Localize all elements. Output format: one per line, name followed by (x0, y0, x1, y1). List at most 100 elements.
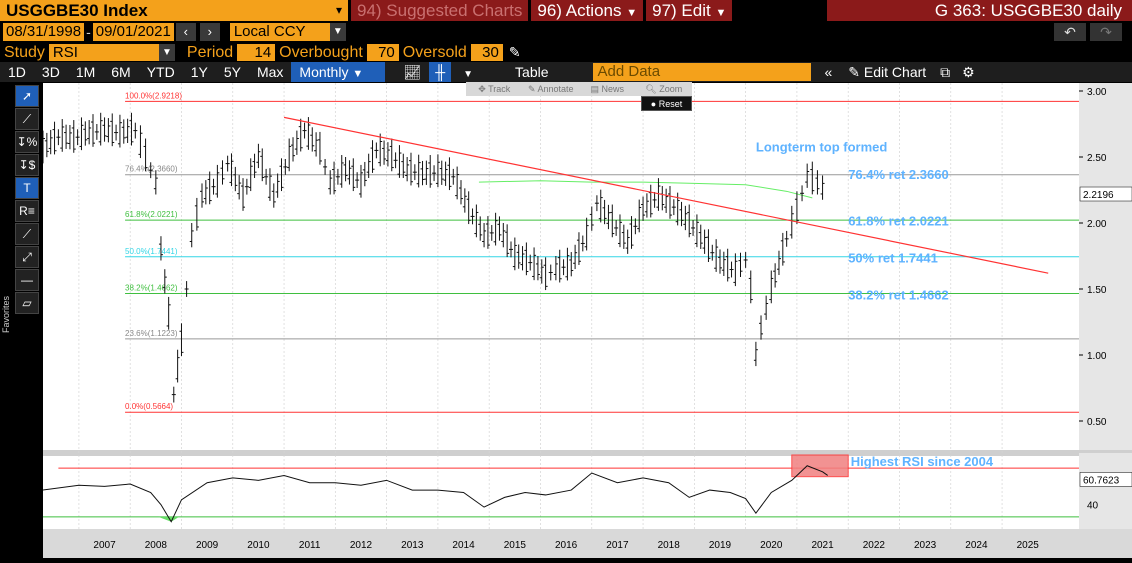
percent-tool[interactable]: ↧% (15, 131, 39, 153)
prev-period-button[interactable]: ‹ (175, 23, 196, 41)
oversold-label: Oversold (402, 44, 467, 61)
cursor-icon: ➚ (21, 89, 33, 103)
currency-select[interactable]: Local CCY (229, 23, 330, 41)
actions-label: 96) Actions (537, 1, 622, 20)
range-ytd[interactable]: YTD (138, 62, 183, 82)
trendline-icon: ⟋ (22, 227, 32, 241)
rsi-y-tick-label: 40 (1087, 501, 1099, 512)
ticker-field[interactable]: USGGBE30 Index (0, 0, 330, 21)
x-tick-label: 2018 (658, 540, 681, 551)
x-axis-strip (43, 529, 1132, 558)
rsi-last-value-label: 60.7623 (1083, 475, 1120, 486)
y-axis-strip (1079, 83, 1132, 450)
pencil-icon[interactable]: ✎ (508, 44, 521, 60)
chevron-down-icon: ▼ (463, 69, 474, 80)
currency-dropdown-icon[interactable]: ▼ (329, 23, 346, 41)
track-mode[interactable]: ✥ Track (478, 84, 511, 94)
y-tick-label: 0.50 (1087, 417, 1107, 428)
range-1m[interactable]: 1M (67, 62, 104, 82)
collapse-button[interactable]: « (816, 62, 841, 82)
x-tick-label: 2013 (401, 540, 424, 551)
overbought-input[interactable]: 70 (366, 44, 399, 61)
chart-area[interactable]: 2007 2008 2009 2010 2011 2012 2013 2014 2015 2016… (41, 83, 1132, 558)
select-tool[interactable]: ➚ (15, 85, 39, 107)
edit-chart-button[interactable]: ✎ Edit Chart (840, 62, 935, 82)
range-max[interactable]: Max (248, 62, 292, 82)
redo-icon: ↷ (1100, 24, 1112, 40)
chart-annotation: Longterm top formed (756, 139, 887, 154)
rsi-last-value-box (1079, 472, 1132, 487)
range-3d[interactable]: 3D (33, 62, 68, 82)
rsi-line (42, 465, 828, 523)
ray-tool[interactable]: ⤢ (15, 246, 39, 268)
chart-annotation: 38.2% ret 1.4662 (848, 287, 948, 302)
frequency-select[interactable]: Monthly ▼ (291, 62, 386, 82)
zoom-mode[interactable]: 🔍︎ Zoom (645, 84, 683, 94)
channel-tool[interactable]: ▱ (15, 292, 39, 314)
drawing-toolbar: Favorites ➚ ⟋ ↧% ↧$ T R≡ ⟋ ⤢ — ▱ (0, 83, 42, 558)
edit-layout-button[interactable]: ⧉ (934, 62, 957, 82)
dollar-tool[interactable]: ↧$ (15, 154, 39, 176)
line-chart-button[interactable]: 📈︎ (395, 62, 430, 82)
range-1d[interactable]: 1D (0, 62, 34, 82)
study-label: Study (4, 44, 45, 61)
suggested-charts-menu[interactable]: 94) Suggested Charts (351, 0, 529, 21)
period-label: Period (186, 44, 234, 61)
x-tick-label: 2016 (555, 540, 578, 551)
rsi-highlight-box (791, 454, 849, 478)
channel-icon: ▱ (22, 296, 32, 310)
next-period-button[interactable]: › (199, 23, 220, 41)
trendline-tool[interactable]: ⟋ (15, 223, 39, 245)
price-chart[interactable]: 2007 2008 2009 2010 2011 2012 2013 2014 2015 2016… (41, 83, 1132, 558)
y-tick-label: 2.00 (1087, 219, 1107, 230)
redo-button[interactable]: ↷ (1090, 23, 1122, 41)
annotate-mode[interactable]: ✎ Annotate (527, 84, 574, 94)
study-select[interactable]: RSI (48, 44, 159, 61)
chart-mode-toolbar: ✥ Track ✎ Annotate ▤ News 🔍︎ Zoom (466, 82, 692, 96)
actions-menu[interactable]: 96) Actions ▼ (531, 0, 644, 21)
reset-button[interactable]: ● Reset (641, 96, 692, 111)
study-dropdown-icon[interactable]: ▼ (158, 44, 175, 61)
text-tool[interactable]: T (15, 177, 39, 199)
news-mode[interactable]: ▤ News (590, 84, 625, 94)
chevron-down-icon: ▼ (715, 7, 727, 19)
line-tool[interactable]: ⟋ (15, 108, 39, 130)
edit-menu[interactable]: 97) Edit ▼ (646, 0, 733, 21)
chart-annotation: 76.4% ret 2.3660 (848, 167, 948, 182)
overbought-label: Overbought (279, 44, 363, 61)
x-tick-label: 2007 (93, 540, 116, 551)
undo-button[interactable]: ↶ (1054, 23, 1086, 41)
double-chevron-left-icon: « (824, 64, 833, 80)
retracement-tool[interactable]: R≡ (15, 200, 39, 222)
range-1y[interactable]: 1Y (182, 62, 216, 82)
favorites-tab[interactable]: Favorites (1, 273, 13, 333)
y-tick-label: 1.50 (1087, 285, 1107, 296)
pencil-icon: ✎ (848, 64, 861, 80)
range-6m[interactable]: 6M (103, 62, 139, 82)
x-tick-label: 2012 (350, 540, 373, 551)
start-date-input[interactable]: 08/31/1998 (3, 23, 85, 41)
panel-divider (43, 450, 1132, 456)
moving-average-line (478, 180, 813, 199)
bar-chart-button[interactable]: ╫ (429, 62, 452, 82)
horizontal-line-tool[interactable]: — (15, 269, 39, 291)
news-label: News (601, 84, 625, 94)
y-tick-label: 1.00 (1087, 351, 1107, 362)
range-5y[interactable]: 5Y (215, 62, 249, 82)
oversold-input[interactable]: 30 (470, 44, 503, 61)
chart-type-dropdown[interactable]: ▼ (451, 62, 486, 82)
x-tick-label: 2021 (811, 540, 834, 551)
settings-button[interactable]: ⚙ (956, 62, 981, 82)
add-data-input[interactable]: Add Data (592, 63, 811, 81)
end-date-input[interactable]: 09/01/2021 (92, 23, 174, 41)
x-tick-label: 2008 (145, 540, 168, 551)
fib-level-label: 61.8%(2.0221) (125, 210, 178, 219)
x-tick-label: 2020 (760, 540, 783, 551)
chart-annotation: 50% ret 1.7441 (848, 250, 938, 265)
retracement-icon: R≡ (19, 204, 35, 218)
table-button[interactable]: Table (485, 62, 579, 82)
ticker-dropdown-icon[interactable]: ▾ (330, 0, 348, 21)
period-input[interactable]: 14 (237, 44, 276, 61)
header-bar: USGGBE30 Index ▾ 94) Suggested Charts 96… (0, 0, 1132, 21)
favorites-label: Favorites (1, 295, 11, 333)
